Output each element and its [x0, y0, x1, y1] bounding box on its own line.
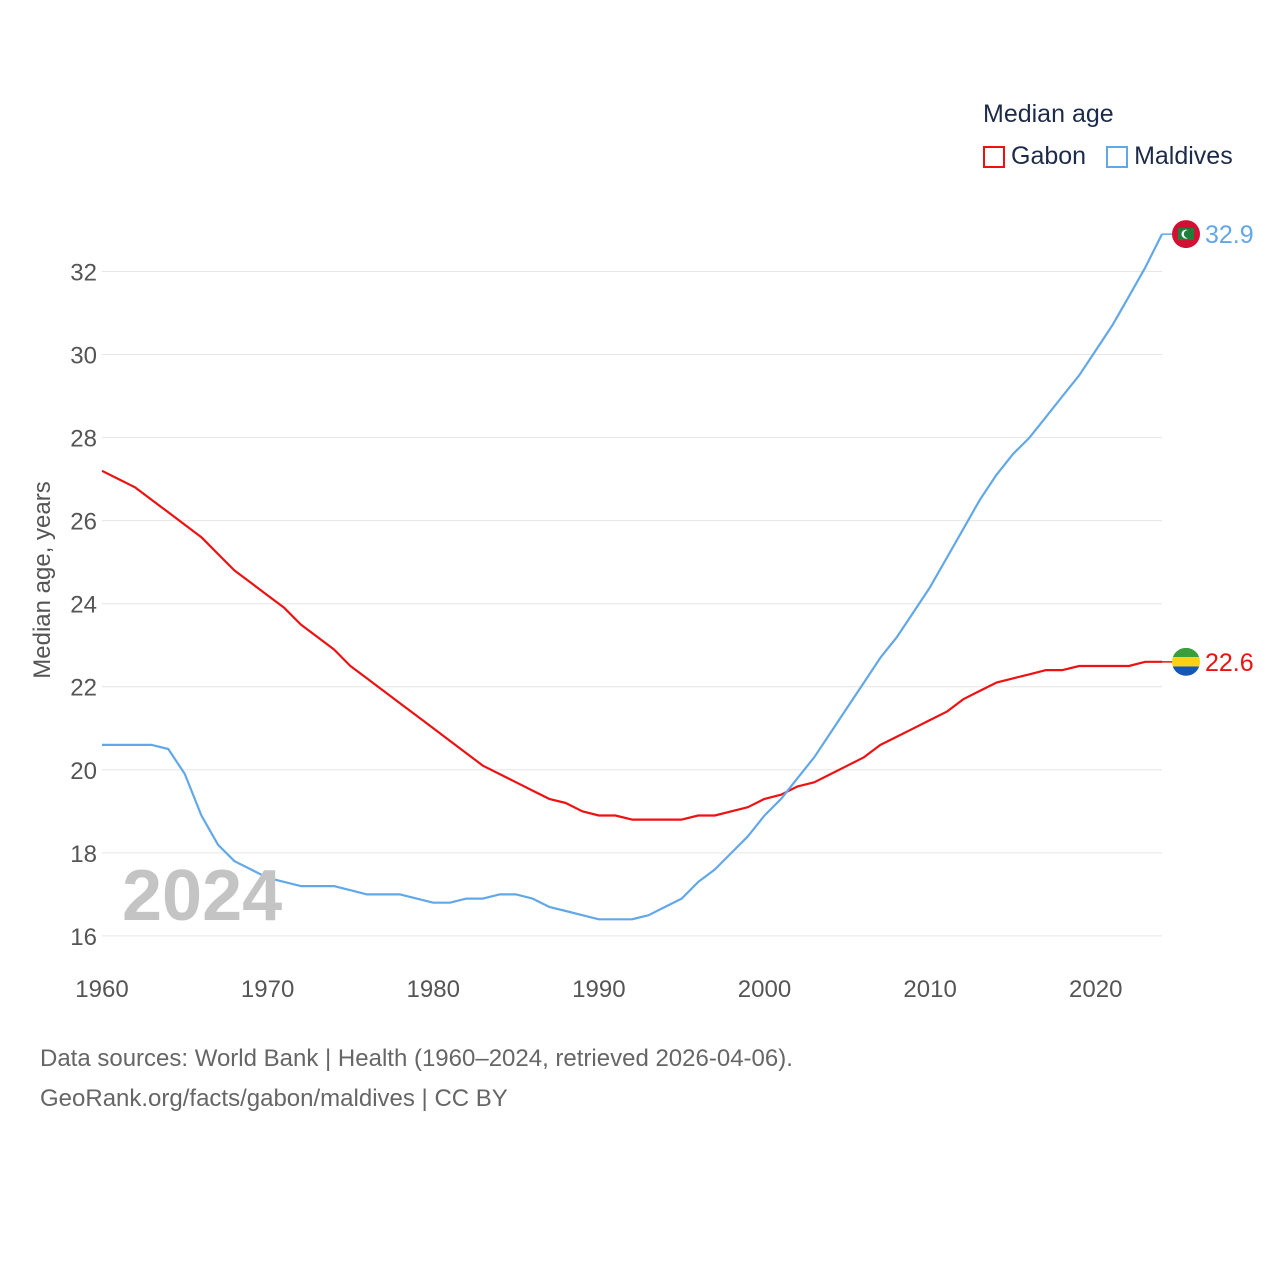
legend-swatch-maldives	[1106, 145, 1129, 168]
series-line-maldives	[102, 233, 1163, 921]
x-tick-label-1980: 1980	[407, 976, 460, 1003]
series-line-gabon	[101, 469, 1162, 821]
y-tick-label-24: 24	[70, 592, 97, 619]
y-axis-ticks: 16 18 20 22 24 26 28 30 32	[70, 259, 97, 950]
gabon-flag-icon	[1172, 647, 1200, 676]
grid-lines	[102, 270, 1162, 937]
flag-stripe-blue	[1172, 666, 1200, 676]
y-tick-label-26: 26	[70, 509, 97, 536]
flag-body-gabon	[1172, 647, 1200, 676]
y-tick-label-20: 20	[70, 758, 97, 785]
flag-crescent-inner	[1183, 230, 1192, 239]
x-tick-label-1970: 1970	[241, 976, 294, 1003]
maldives-flag-icon	[1172, 220, 1200, 249]
legend-swatch-gabon	[983, 145, 1005, 168]
legend-item-gabon[interactable]: Gabon	[983, 142, 1086, 171]
legend-item-maldives[interactable]: Maldives	[1106, 142, 1233, 171]
y-tick-label-30: 30	[70, 343, 97, 370]
x-tick-label-2010: 2010	[903, 976, 956, 1003]
end-labels: 22.6 32.9	[1162, 220, 1254, 677]
y-tick-label-16: 16	[70, 924, 97, 951]
y-tick-label-28: 28	[70, 426, 97, 453]
y-tick-label-18: 18	[70, 841, 97, 868]
flag-stripe-yellow	[1172, 657, 1200, 667]
y-tick-label-22: 22	[70, 675, 97, 702]
legend: Gabon Maldives	[983, 142, 1245, 171]
legend-label-gabon: Gabon	[1011, 142, 1087, 170]
x-tick-label-2000: 2000	[738, 976, 791, 1003]
current-year-label: 2024	[122, 856, 283, 936]
flag-stripe-green	[1172, 647, 1200, 658]
footer-attribution: GeoRank.org/facts/gabon/maldives | CC BY	[40, 1085, 508, 1112]
flag-body-maldives	[1172, 220, 1200, 249]
x-tick-label-2020: 2020	[1069, 976, 1122, 1003]
legend-title: Median age	[983, 100, 1114, 128]
y-tick-label-32: 32	[70, 259, 97, 286]
x-tick-label-1990: 1990	[572, 976, 625, 1003]
end-value-label-maldives: 32.9	[1205, 221, 1254, 249]
end-value-label-gabon: 22.6	[1205, 649, 1254, 677]
series-lines	[101, 233, 1163, 921]
x-axis-ticks: 1960 1970 1980 1990 2000 2010 2020	[75, 976, 1122, 1003]
legend-label-maldives: Maldives	[1134, 142, 1233, 170]
x-tick-label-1960: 1960	[75, 976, 128, 1003]
y-axis-label: Median age, years	[29, 481, 56, 678]
footer-sources: Data sources: World Bank | Health (1960–…	[40, 1045, 793, 1072]
